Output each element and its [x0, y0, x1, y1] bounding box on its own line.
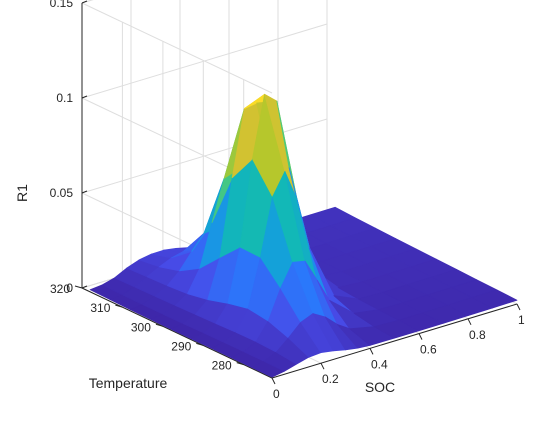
r1-tick-mark — [81, 285, 88, 289]
temperature-tick-mark — [196, 342, 204, 346]
soc-tick-mark — [418, 333, 423, 340]
z-axis-label: R1 — [14, 184, 30, 202]
r1-tick-label: 0.15 — [50, 0, 74, 10]
temperature-tick-label: 310 — [90, 301, 110, 315]
soc-tick-mark — [467, 318, 472, 326]
axes — [74, 0, 521, 385]
temperature-tick-mark — [74, 285, 83, 289]
r1-tick-label: 0.1 — [56, 91, 73, 105]
r1-tick-label: 0.05 — [50, 186, 74, 200]
temperature-tick-label: 290 — [171, 339, 191, 353]
x-axis-label: SOC — [365, 379, 395, 395]
surface — [89, 93, 518, 378]
temperature-tick-mark — [115, 304, 123, 308]
soc-tick-mark — [320, 362, 325, 370]
soc-axis-line — [271, 303, 518, 379]
temperature-tick-mark — [236, 362, 244, 366]
temperature-tick-label: 320 — [50, 282, 70, 296]
soc-tick-label: 0.2 — [322, 372, 339, 386]
soc-tick-label: 0.4 — [371, 357, 388, 371]
temperature-axis-line — [81, 287, 273, 379]
temperature-tick-label: 280 — [212, 359, 232, 373]
r1-tick-label: 0 — [66, 281, 73, 295]
soc-tick-label: 0.8 — [469, 328, 486, 342]
r1-tick-mark — [81, 95, 88, 99]
soc-tick-label: 0.6 — [420, 343, 437, 357]
r1-tick-mark — [81, 190, 88, 194]
soc-tick-mark — [271, 377, 276, 385]
temperature-tick-label: 300 — [131, 320, 151, 334]
y-axis-label: Temperature — [89, 375, 168, 391]
soc-tick-label: 0 — [273, 387, 280, 401]
grid-line-z — [81, 2, 273, 94]
tick-labels: 00.20.40.60.8128029030031032000.050.10.1… — [50, 0, 525, 401]
temperature-tick-mark — [155, 323, 164, 327]
soc-tick-label: 1 — [518, 313, 525, 327]
r1-tick-mark — [81, 0, 88, 4]
surface-patch — [471, 289, 518, 309]
soc-tick-mark — [369, 348, 374, 355]
soc-tick-mark — [516, 303, 521, 311]
